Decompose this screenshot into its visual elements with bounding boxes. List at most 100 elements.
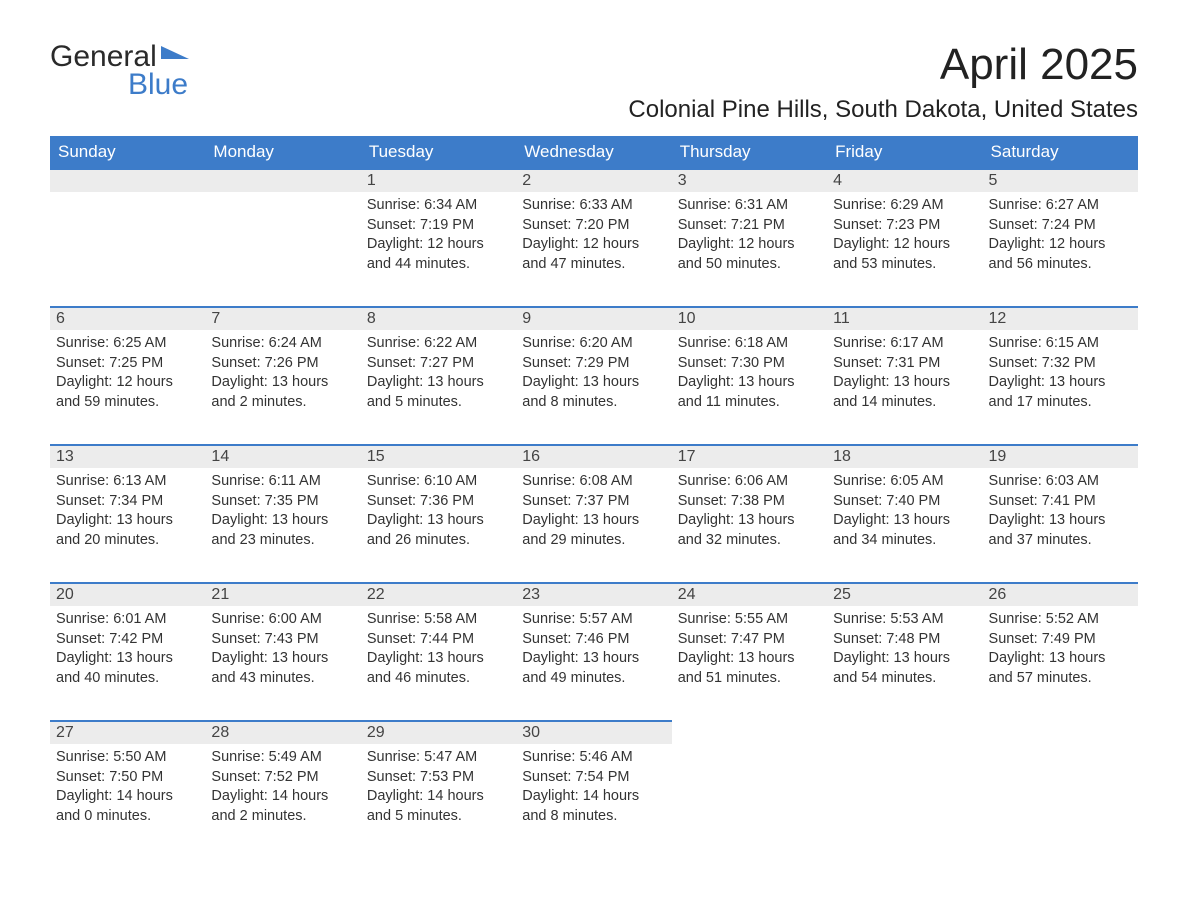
week-spacer <box>50 566 1138 582</box>
calendar-day-cell: 14Sunrise: 6:11 AMSunset: 7:35 PMDayligh… <box>205 444 360 566</box>
sunset-text: Sunset: 7:37 PM <box>522 492 665 512</box>
day-details: Sunrise: 6:34 AMSunset: 7:19 PMDaylight:… <box>361 192 516 280</box>
sunset-text: Sunset: 7:47 PM <box>678 630 821 650</box>
calendar-day-cell: 19Sunrise: 6:03 AMSunset: 7:41 PMDayligh… <box>983 444 1138 566</box>
daylight-text: Daylight: 13 hours and 11 minutes. <box>678 373 821 412</box>
sunset-text: Sunset: 7:53 PM <box>367 768 510 788</box>
calendar-day-cell: 21Sunrise: 6:00 AMSunset: 7:43 PMDayligh… <box>205 582 360 704</box>
sunset-text: Sunset: 7:48 PM <box>833 630 976 650</box>
day-number: 6 <box>50 306 205 330</box>
week-spacer <box>50 428 1138 444</box>
sunrise-text: Sunrise: 6:25 AM <box>56 334 199 354</box>
calendar-day-cell: 7Sunrise: 6:24 AMSunset: 7:26 PMDaylight… <box>205 306 360 428</box>
sunrise-text: Sunrise: 5:57 AM <box>522 610 665 630</box>
day-details: Sunrise: 5:49 AMSunset: 7:52 PMDaylight:… <box>205 744 360 832</box>
daylight-text: Daylight: 13 hours and 37 minutes. <box>989 511 1132 550</box>
day-details: Sunrise: 5:52 AMSunset: 7:49 PMDaylight:… <box>983 606 1138 694</box>
day-number: 24 <box>672 582 827 606</box>
sunset-text: Sunset: 7:40 PM <box>833 492 976 512</box>
sunrise-text: Sunrise: 5:53 AM <box>833 610 976 630</box>
day-number: 10 <box>672 306 827 330</box>
daylight-text: Daylight: 12 hours and 53 minutes. <box>833 235 976 274</box>
calendar-day-cell: 5Sunrise: 6:27 AMSunset: 7:24 PMDaylight… <box>983 168 1138 290</box>
daylight-text: Daylight: 14 hours and 2 minutes. <box>211 787 354 826</box>
daylight-text: Daylight: 13 hours and 51 minutes. <box>678 649 821 688</box>
calendar-week-row: 20Sunrise: 6:01 AMSunset: 7:42 PMDayligh… <box>50 582 1138 704</box>
calendar-week-row: 13Sunrise: 6:13 AMSunset: 7:34 PMDayligh… <box>50 444 1138 566</box>
sunset-text: Sunset: 7:36 PM <box>367 492 510 512</box>
daylight-text: Daylight: 14 hours and 8 minutes. <box>522 787 665 826</box>
daylight-text: Daylight: 13 hours and 14 minutes. <box>833 373 976 412</box>
empty-day-bar <box>205 168 360 192</box>
day-details: Sunrise: 6:18 AMSunset: 7:30 PMDaylight:… <box>672 330 827 418</box>
day-number: 12 <box>983 306 1138 330</box>
sunset-text: Sunset: 7:42 PM <box>56 630 199 650</box>
day-details: Sunrise: 6:20 AMSunset: 7:29 PMDaylight:… <box>516 330 671 418</box>
sunset-text: Sunset: 7:34 PM <box>56 492 199 512</box>
sunrise-text: Sunrise: 5:58 AM <box>367 610 510 630</box>
day-details: Sunrise: 6:00 AMSunset: 7:43 PMDaylight:… <box>205 606 360 694</box>
calendar-week-row: 27Sunrise: 5:50 AMSunset: 7:50 PMDayligh… <box>50 720 1138 842</box>
daylight-text: Daylight: 13 hours and 54 minutes. <box>833 649 976 688</box>
day-details: Sunrise: 6:31 AMSunset: 7:21 PMDaylight:… <box>672 192 827 280</box>
day-number: 26 <box>983 582 1138 606</box>
day-number: 14 <box>205 444 360 468</box>
day-details: Sunrise: 6:13 AMSunset: 7:34 PMDaylight:… <box>50 468 205 556</box>
day-details: Sunrise: 6:17 AMSunset: 7:31 PMDaylight:… <box>827 330 982 418</box>
calendar-day-cell: 2Sunrise: 6:33 AMSunset: 7:20 PMDaylight… <box>516 168 671 290</box>
calendar-day-cell: 23Sunrise: 5:57 AMSunset: 7:46 PMDayligh… <box>516 582 671 704</box>
calendar-day-cell: 12Sunrise: 6:15 AMSunset: 7:32 PMDayligh… <box>983 306 1138 428</box>
calendar-day-cell: 28Sunrise: 5:49 AMSunset: 7:52 PMDayligh… <box>205 720 360 842</box>
sunrise-text: Sunrise: 6:13 AM <box>56 472 199 492</box>
sunset-text: Sunset: 7:21 PM <box>678 216 821 236</box>
sunset-text: Sunset: 7:43 PM <box>211 630 354 650</box>
day-number: 28 <box>205 720 360 744</box>
calendar-day-cell: 1Sunrise: 6:34 AMSunset: 7:19 PMDaylight… <box>361 168 516 290</box>
calendar-day-cell <box>205 168 360 290</box>
sunset-text: Sunset: 7:25 PM <box>56 354 199 374</box>
daylight-text: Daylight: 13 hours and 8 minutes. <box>522 373 665 412</box>
sunrise-text: Sunrise: 5:52 AM <box>989 610 1132 630</box>
daylight-text: Daylight: 12 hours and 56 minutes. <box>989 235 1132 274</box>
sunset-text: Sunset: 7:27 PM <box>367 354 510 374</box>
weekday-header: Friday <box>827 136 982 168</box>
day-number: 9 <box>516 306 671 330</box>
daylight-text: Daylight: 13 hours and 17 minutes. <box>989 373 1132 412</box>
day-number: 19 <box>983 444 1138 468</box>
sunrise-text: Sunrise: 5:50 AM <box>56 748 199 768</box>
day-number: 13 <box>50 444 205 468</box>
day-number: 17 <box>672 444 827 468</box>
sunset-text: Sunset: 7:29 PM <box>522 354 665 374</box>
sunrise-text: Sunrise: 6:01 AM <box>56 610 199 630</box>
day-details: Sunrise: 6:01 AMSunset: 7:42 PMDaylight:… <box>50 606 205 694</box>
calendar-day-cell: 26Sunrise: 5:52 AMSunset: 7:49 PMDayligh… <box>983 582 1138 704</box>
calendar-week-row: 6Sunrise: 6:25 AMSunset: 7:25 PMDaylight… <box>50 306 1138 428</box>
sunrise-text: Sunrise: 6:20 AM <box>522 334 665 354</box>
calendar-day-cell: 13Sunrise: 6:13 AMSunset: 7:34 PMDayligh… <box>50 444 205 566</box>
sunrise-text: Sunrise: 6:29 AM <box>833 196 976 216</box>
calendar-day-cell <box>827 720 982 842</box>
day-number: 18 <box>827 444 982 468</box>
daylight-text: Daylight: 13 hours and 20 minutes. <box>56 511 199 550</box>
sunset-text: Sunset: 7:44 PM <box>367 630 510 650</box>
sunset-text: Sunset: 7:20 PM <box>522 216 665 236</box>
sunrise-text: Sunrise: 5:55 AM <box>678 610 821 630</box>
day-details: Sunrise: 6:29 AMSunset: 7:23 PMDaylight:… <box>827 192 982 280</box>
day-details: Sunrise: 5:57 AMSunset: 7:46 PMDaylight:… <box>516 606 671 694</box>
calendar-table: Sunday Monday Tuesday Wednesday Thursday… <box>50 136 1138 842</box>
day-details: Sunrise: 6:06 AMSunset: 7:38 PMDaylight:… <box>672 468 827 556</box>
day-details: Sunrise: 6:08 AMSunset: 7:37 PMDaylight:… <box>516 468 671 556</box>
sunset-text: Sunset: 7:49 PM <box>989 630 1132 650</box>
daylight-text: Daylight: 12 hours and 59 minutes. <box>56 373 199 412</box>
weekday-header: Saturday <box>983 136 1138 168</box>
daylight-text: Daylight: 13 hours and 57 minutes. <box>989 649 1132 688</box>
sunrise-text: Sunrise: 6:24 AM <box>211 334 354 354</box>
calendar-day-cell: 17Sunrise: 6:06 AMSunset: 7:38 PMDayligh… <box>672 444 827 566</box>
calendar-day-cell: 6 Sunrise: 6:25 AMSunset: 7:25 PMDaylight… <box>50 306 205 428</box>
day-details: Sunrise: 6:03 AMSunset: 7:41 PMDaylight:… <box>983 468 1138 556</box>
brand-logo: General Blue <box>50 40 189 102</box>
daylight-text: Daylight: 13 hours and 32 minutes. <box>678 511 821 550</box>
sunrise-text: Sunrise: 6:17 AM <box>833 334 976 354</box>
sunrise-text: Sunrise: 6:18 AM <box>678 334 821 354</box>
day-number: 27 <box>50 720 205 744</box>
